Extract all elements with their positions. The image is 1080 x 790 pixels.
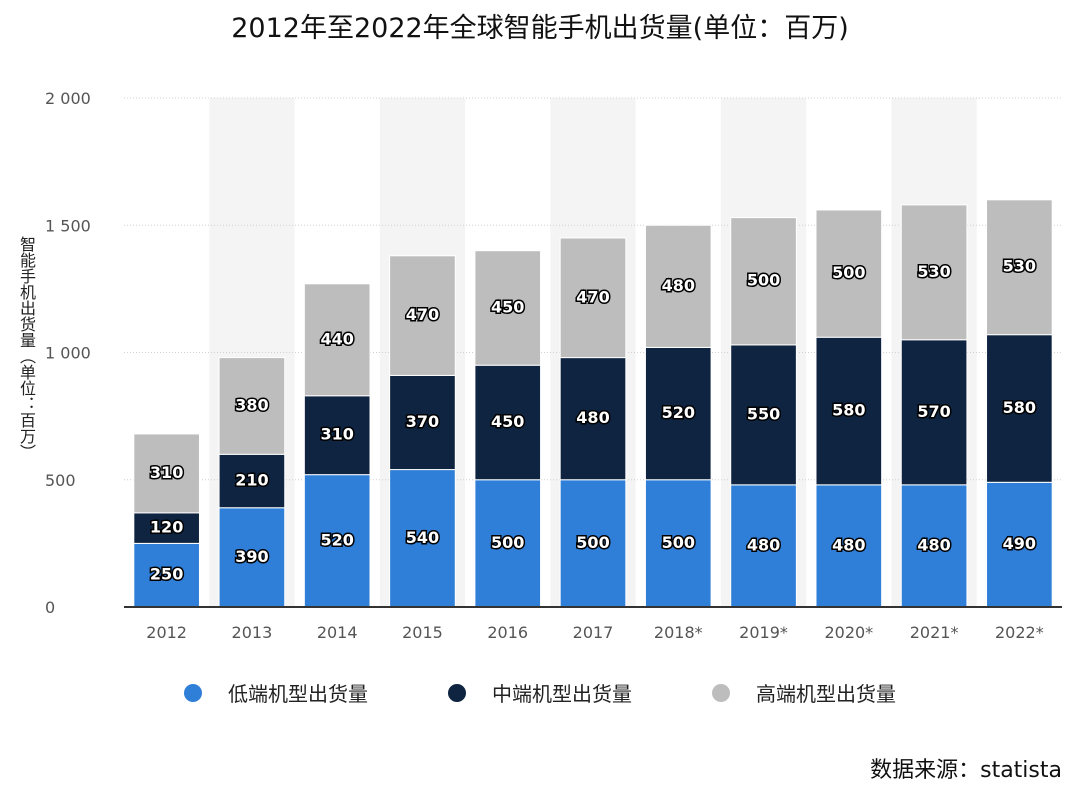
bar-data-label: 550 [747,404,780,423]
chart-plot-area: 0 500 1 000 1 500 2 000 250 120 310 2012 390 210 38… [45,89,1062,642]
bar-segment [815,336,883,486]
bar-segment [815,209,883,338]
bar-data-label: 310 [320,425,353,444]
bar-data-label: 470 [576,287,609,306]
bar-segment [559,479,627,608]
bar-data-label: 520 [320,530,353,549]
legend-label-low: 低端机型出货量 [228,682,368,706]
bar-segment [389,469,456,608]
legend: 低端机型出货量 中端机型出货量 高端机型出货量 [0,678,1080,707]
bar-segment [133,433,200,514]
bar-segment [730,484,797,608]
bar-data-label: 580 [832,401,865,420]
bar-segment [900,339,968,486]
legend-dot-mid [448,683,466,702]
x-tick-label: 2021* [910,623,959,642]
bar-segment [559,357,627,481]
bar-data-label: 570 [917,402,950,421]
x-tick-label: 2018* [654,623,703,642]
x-tick-label: 2014 [317,623,358,642]
bar-data-label: 450 [491,297,524,316]
x-tick-label: 2017 [573,623,614,642]
x-tick-label: 2016 [487,623,528,642]
bar-data-label: 480 [917,535,950,554]
bar-segment [559,237,627,359]
legend-label-mid: 中端机型出货量 [492,682,632,706]
source-note: 数据来源：statista [870,758,1062,783]
x-tick-label: 2012 [146,623,187,642]
x-tick-label: 2019* [739,623,788,642]
bar-segment [815,484,883,608]
x-tick-label: 2013 [232,623,273,642]
legend-item-high[interactable]: 高端机型出货量 [712,678,896,707]
bar-data-label: 580 [1003,398,1036,417]
x-tick-label: 2022* [995,623,1044,642]
bar-segment [644,346,712,481]
bar-data-label: 500 [491,533,524,552]
bar-data-label: 490 [1003,534,1036,553]
bar-segment [218,453,286,509]
bar-segment [986,481,1053,608]
bar-data-label: 380 [235,395,268,414]
bar-data-label: 530 [917,262,950,281]
bar-data-label: 440 [320,329,353,348]
bar-data-label: 530 [1003,257,1036,276]
bar-data-label: 480 [832,535,865,554]
bar-segment [218,357,286,455]
bar-segment [474,364,542,481]
bar-segment [986,199,1053,336]
bar-data-label: 520 [662,403,695,422]
bar-segment [644,224,712,348]
legend-dot-high [712,683,730,702]
y-axis-label: 智能手机出货量（单位：百万） [17,236,36,460]
y-tick-label: 1 500 [45,216,91,235]
bar-data-label: 500 [576,533,609,552]
bar-data-label: 120 [150,518,183,537]
y-tick-label: 0 [45,598,55,617]
bar-segment [474,250,542,366]
bar-data-label: 310 [150,463,183,482]
bar-segment [730,344,797,486]
bar-data-label: 470 [406,305,439,324]
x-tick-label: 2020* [824,623,873,642]
bar-data-label: 480 [576,408,609,427]
bar-data-label: 540 [406,528,439,547]
bar-segment [986,334,1053,483]
legend-label-high: 高端机型出货量 [756,682,896,706]
x-tick-label: 2015 [402,623,443,642]
bar-segment [389,255,456,376]
bar-segment [900,484,968,608]
bar-data-label: 480 [662,276,695,295]
legend-item-low[interactable]: 低端机型出货量 [184,678,368,707]
bar-segment [303,395,371,476]
y-tick-label: 1 000 [45,344,91,363]
bar-data-label: 370 [406,412,439,431]
bar-data-label: 500 [832,263,865,282]
bar-segment [303,283,371,397]
bar-data-label: 250 [150,565,183,584]
legend-dot-low [184,683,202,702]
bar-data-label: 480 [747,535,780,554]
bar-segment [900,204,968,341]
chart-title: 2012年至2022年全球智能手机出货量(单位：百万) [231,13,849,44]
bar-data-label: 450 [491,412,524,431]
bar-segment [730,217,797,346]
legend-item-mid[interactable]: 中端机型出货量 [448,678,632,707]
bar-data-label: 500 [747,271,780,290]
y-tick-label: 500 [45,471,76,490]
y-tick-label: 2 000 [45,89,91,108]
bar-data-label: 210 [235,471,268,490]
bar-data-label: 390 [235,547,268,566]
bar-data-label: 500 [662,533,695,552]
bar-segment [389,374,456,471]
